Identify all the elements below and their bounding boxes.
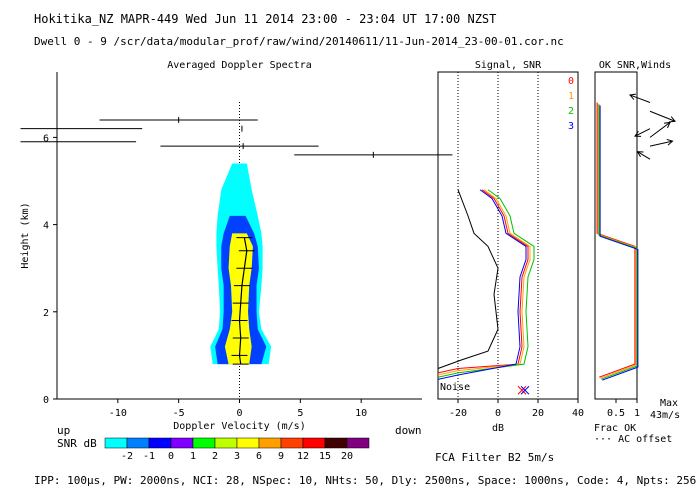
- snr-color-swatch: [170, 437, 194, 449]
- snr-color-swatch: [302, 437, 326, 449]
- wind-vector: [649, 110, 676, 122]
- y-tick-label: 6: [43, 133, 49, 144]
- snr-color-swatch: [214, 437, 238, 449]
- y-tick-label: 0: [43, 395, 49, 406]
- x-tick-label: 0: [236, 408, 242, 419]
- snr-tick-label: -2: [121, 451, 133, 462]
- signal-snr-frame: [437, 71, 579, 400]
- snr-color-swatch: [258, 437, 282, 449]
- snr-x-tick-label: -20: [449, 408, 467, 419]
- snr-color-swatch: [324, 437, 348, 449]
- wind-vector: [649, 122, 671, 138]
- snr-color-swatch: [148, 437, 172, 449]
- wind-vector: [649, 140, 673, 147]
- x-tick-label: 5: [297, 408, 303, 419]
- snr-db-label: SNR dB: [57, 437, 97, 450]
- snr-tick-label: 6: [256, 451, 262, 462]
- wind-vector: [637, 151, 651, 160]
- snr-tick-label: -1: [143, 451, 155, 462]
- snr-tick-label: 20: [341, 451, 353, 462]
- frac-ok-series: [596, 102, 636, 378]
- snr-tick-label: 0: [168, 451, 174, 462]
- snr-x-tick-label: 0: [495, 408, 501, 419]
- x-tick-label: 10: [355, 408, 367, 419]
- wind-vector-head: [663, 121, 671, 129]
- snr-color-swatch: [280, 437, 304, 449]
- snr-series-signal: [437, 189, 499, 369]
- snr-tick-label: 12: [297, 451, 309, 462]
- noise-marker: [520, 385, 530, 395]
- header-path: Dwell 0 - 9 /scr/data/modular_prof/raw/w…: [34, 35, 564, 48]
- snr-series-2: [437, 189, 535, 378]
- legend-up-label: up: [57, 424, 71, 437]
- snr-color-swatch: [104, 437, 128, 449]
- snr-tick-label: 2: [212, 451, 218, 462]
- ac-offset-label: ··· AC offset: [594, 434, 672, 445]
- snr-color-swatch: [346, 437, 370, 449]
- wind-vector-head: [636, 151, 644, 158]
- footer-params: IPP: 100µs, PW: 2000ns, NCI: 28, NSpec: …: [34, 474, 697, 487]
- snr-tick-label: 15: [319, 451, 331, 462]
- snr-tick-label: 3: [234, 451, 240, 462]
- snr-x-tick-label: 20: [532, 408, 544, 419]
- snr-x-label: dB: [492, 423, 504, 434]
- snr-x-tick-label: 40: [572, 408, 584, 419]
- doppler-spectra-panel: Averaged Doppler Spectra -10 -5 0 5 10 0 2 4 6 Dop…: [20, 60, 453, 432]
- ok-legend-entry: 0: [568, 76, 574, 87]
- noise-marker: [517, 385, 527, 395]
- snr-series-0: [437, 189, 529, 374]
- fca-filter-label: FCA Filter B2 5m/s: [435, 451, 555, 464]
- x-tick-label: -10: [109, 408, 127, 419]
- noise-label: Noise: [440, 382, 470, 393]
- snr-tick-label: 9: [278, 451, 284, 462]
- signal-snr-title: Signal, SNR: [475, 60, 542, 71]
- doppler-title: Averaged Doppler Spectra: [167, 60, 312, 71]
- snr-color-swatch: [236, 437, 260, 449]
- ok-legend-entry: 3: [568, 121, 574, 132]
- wind-vector: [629, 94, 651, 103]
- y-tick-label: 2: [43, 308, 49, 319]
- doppler-x-label: Doppler Velocity (m/s): [173, 421, 305, 432]
- snr-series-3: [437, 189, 527, 380]
- doppler-y-label: Height (km): [20, 202, 31, 268]
- frac-ok-label: Frac OK: [594, 423, 636, 434]
- spectrum-band-core: [224, 233, 253, 365]
- legend-down-label: down: [395, 424, 422, 437]
- ok-snr-winds-panel: OK SNR,Winds 0 1 2 3 0.5 1 Frac OK··· AC offset…: [568, 60, 680, 445]
- ok-legend-entry: 2: [568, 106, 574, 117]
- max-wind-value: 43m/s: [650, 410, 680, 421]
- frac-ok-series: [598, 104, 638, 380]
- snr-color-swatch: [192, 437, 216, 449]
- ok-legend-entry: 1: [568, 91, 574, 102]
- ok-snr-winds-title: OK SNR,Winds: [599, 60, 671, 71]
- ok-x-tick-label: 1: [634, 408, 640, 419]
- wind-vector-head: [668, 116, 676, 123]
- wind-vector-head: [634, 130, 642, 137]
- frac-ok-series: [599, 105, 639, 381]
- snr-series-1: [437, 189, 531, 376]
- snr-colorbar: -2 -1 0 1 2 3 6 9 12 15 20: [104, 437, 370, 462]
- snr-tick-label: 1: [190, 451, 196, 462]
- frac-ok-series: [597, 103, 637, 379]
- x-tick-label: -5: [173, 408, 185, 419]
- header-title: Hokitika_NZ MAPR-449 Wed Jun 11 2014 23:…: [34, 12, 497, 26]
- wind-vector-head: [629, 93, 637, 100]
- y-tick-label: 4: [43, 221, 49, 232]
- wind-vector: [634, 128, 651, 137]
- ok-x-tick-label: 0.5: [607, 408, 625, 419]
- snr-color-swatch: [126, 437, 150, 449]
- max-wind-label: Max: [660, 398, 678, 409]
- wind-vector-head: [666, 138, 674, 146]
